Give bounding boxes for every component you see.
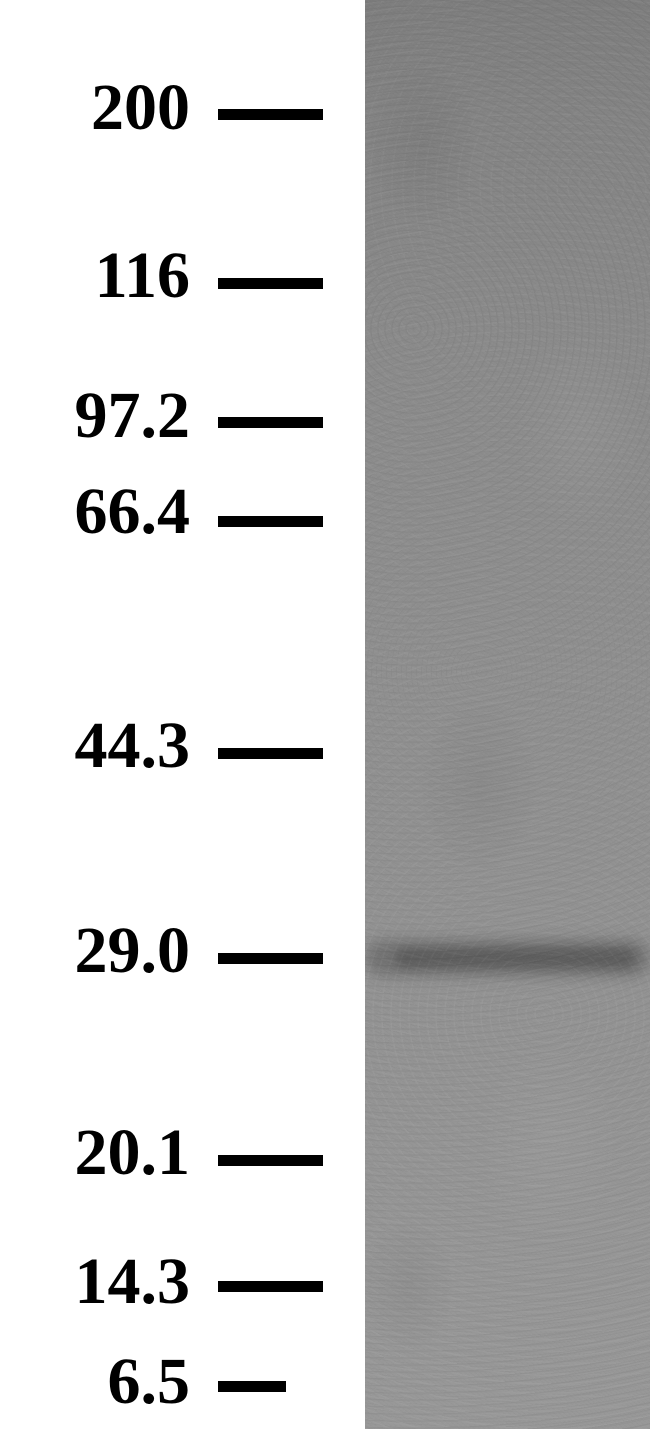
mw-label-200: 200 [91, 75, 190, 141]
mw-tick-4 [218, 748, 323, 759]
mw-label-66-4: 66.4 [75, 479, 191, 545]
western-blot-figure: 200 116 97.2 66.4 44.3 29.0 20.1 14.3 6.5 [0, 0, 650, 1429]
mw-label-97-2: 97.2 [75, 383, 191, 449]
mw-label-44-3: 44.3 [75, 713, 191, 779]
mw-tick-7 [218, 1281, 323, 1292]
mw-label-14-3: 14.3 [75, 1249, 191, 1315]
mw-label-20-1: 20.1 [75, 1120, 191, 1186]
mw-tick-1 [218, 278, 323, 289]
mw-tick-3 [218, 516, 323, 527]
gel-mottle [365, 0, 650, 1429]
mw-tick-2 [218, 417, 323, 428]
mw-label-116: 116 [95, 243, 190, 309]
mw-label-6-5: 6.5 [108, 1349, 191, 1415]
gel-lane [365, 0, 650, 1429]
mw-tick-5 [218, 953, 323, 964]
mw-tick-8 [218, 1381, 286, 1392]
mw-tick-6 [218, 1155, 323, 1166]
mw-tick-0 [218, 109, 323, 120]
mw-label-29-0: 29.0 [75, 918, 191, 984]
